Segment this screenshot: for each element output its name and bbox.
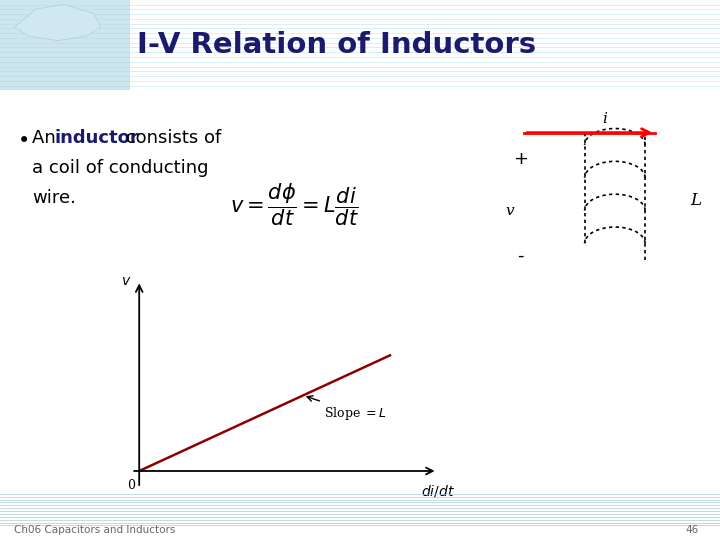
Text: -: - — [517, 247, 523, 265]
Text: wire.: wire. — [32, 189, 76, 207]
Text: v: v — [505, 204, 514, 218]
Text: 0: 0 — [127, 480, 135, 492]
Text: L: L — [690, 192, 701, 209]
Text: inductor: inductor — [54, 129, 139, 147]
Text: i: i — [603, 112, 607, 126]
Text: +: + — [513, 150, 528, 168]
FancyBboxPatch shape — [0, 0, 130, 90]
PathPatch shape — [14, 4, 101, 40]
Text: $v = \dfrac{d\phi}{dt} = L\dfrac{di}{dt}$: $v = \dfrac{d\phi}{dt} = L\dfrac{di}{dt}… — [230, 181, 359, 227]
Text: a coil of conducting: a coil of conducting — [32, 159, 209, 177]
Text: consists of: consists of — [120, 129, 221, 147]
Text: 46: 46 — [685, 525, 698, 535]
Text: Ch06 Capacitors and Inductors: Ch06 Capacitors and Inductors — [14, 525, 176, 535]
Text: •: • — [18, 131, 30, 151]
Text: Slope $= L$: Slope $= L$ — [307, 396, 387, 422]
Text: $di/dt$: $di/dt$ — [420, 483, 454, 499]
Text: $v$: $v$ — [121, 273, 131, 287]
Text: An: An — [32, 129, 61, 147]
Text: I-V Relation of Inductors: I-V Relation of Inductors — [137, 31, 536, 59]
